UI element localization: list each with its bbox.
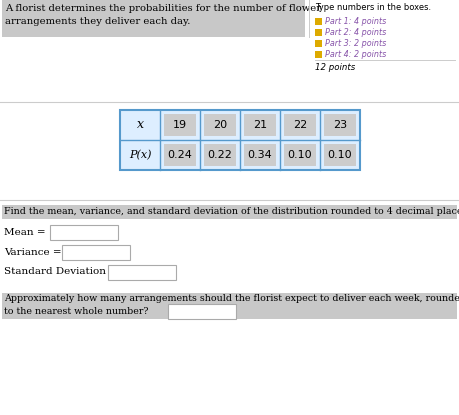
FancyBboxPatch shape: [164, 114, 196, 136]
Text: 0.10: 0.10: [288, 150, 312, 160]
FancyBboxPatch shape: [315, 18, 322, 25]
FancyBboxPatch shape: [50, 225, 118, 240]
Text: 0.22: 0.22: [207, 150, 232, 160]
FancyBboxPatch shape: [315, 29, 322, 36]
FancyBboxPatch shape: [284, 144, 316, 166]
FancyBboxPatch shape: [244, 144, 276, 166]
FancyBboxPatch shape: [2, 293, 457, 306]
Text: Mean =: Mean =: [4, 227, 45, 237]
Text: Standard Deviation =: Standard Deviation =: [4, 268, 118, 276]
FancyBboxPatch shape: [120, 110, 360, 170]
Text: x: x: [136, 119, 144, 132]
Text: 23: 23: [333, 120, 347, 130]
Text: 19: 19: [173, 120, 187, 130]
Text: 12 points: 12 points: [315, 63, 355, 72]
Text: 21: 21: [253, 120, 267, 130]
FancyBboxPatch shape: [2, 306, 457, 319]
FancyBboxPatch shape: [168, 304, 236, 319]
Text: P(x): P(x): [129, 150, 151, 160]
Text: A florist determines the probabilities for the number of flower: A florist determines the probabilities f…: [5, 4, 321, 13]
Text: 22: 22: [293, 120, 307, 130]
FancyBboxPatch shape: [204, 114, 236, 136]
Text: Part 2: 4 points: Part 2: 4 points: [325, 28, 386, 37]
FancyBboxPatch shape: [108, 265, 176, 280]
FancyBboxPatch shape: [62, 245, 130, 260]
Text: Part 4: 2 points: Part 4: 2 points: [325, 50, 386, 59]
FancyBboxPatch shape: [315, 40, 322, 47]
Text: Part 1: 4 points: Part 1: 4 points: [325, 17, 386, 26]
FancyBboxPatch shape: [244, 114, 276, 136]
FancyBboxPatch shape: [284, 114, 316, 136]
Text: to the nearest whole number?: to the nearest whole number?: [4, 307, 149, 316]
FancyBboxPatch shape: [2, 0, 305, 37]
Text: 20: 20: [213, 120, 227, 130]
Text: Find the mean, variance, and standard deviation of the distribution rounded to 4: Find the mean, variance, and standard de…: [4, 207, 459, 216]
Text: Part 3: 2 points: Part 3: 2 points: [325, 39, 386, 48]
Text: Variance =: Variance =: [4, 247, 62, 256]
Text: arrangements they deliver each day.: arrangements they deliver each day.: [5, 17, 190, 26]
Text: Approximately how many arrangements should the florist expect to deliver each we: Approximately how many arrangements shou…: [4, 294, 459, 303]
Text: Type numbers in the boxes.: Type numbers in the boxes.: [315, 3, 431, 12]
Text: 0.34: 0.34: [247, 150, 272, 160]
FancyBboxPatch shape: [315, 51, 322, 58]
FancyBboxPatch shape: [204, 144, 236, 166]
FancyBboxPatch shape: [2, 205, 457, 219]
FancyBboxPatch shape: [324, 114, 356, 136]
FancyBboxPatch shape: [164, 144, 196, 166]
Text: 0.10: 0.10: [328, 150, 353, 160]
Text: 0.24: 0.24: [168, 150, 192, 160]
FancyBboxPatch shape: [324, 144, 356, 166]
